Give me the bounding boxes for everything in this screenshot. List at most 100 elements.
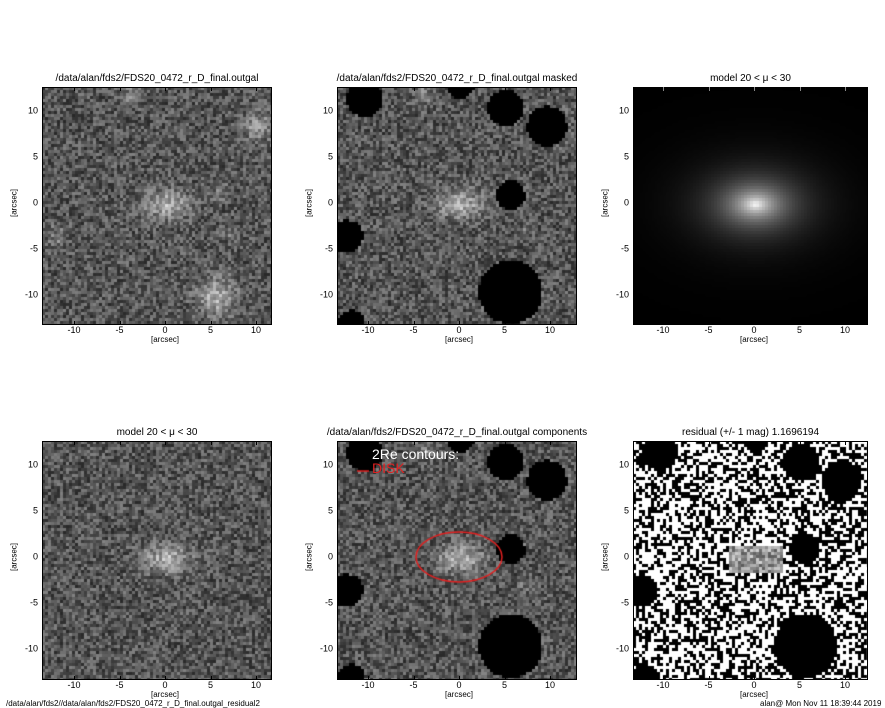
x-tick-label: 10 [544, 680, 556, 690]
y-tick-label: -10 [615, 289, 629, 300]
panel-image [633, 87, 868, 325]
x-tick-label: -10 [656, 680, 670, 690]
x-tick-mark [210, 441, 212, 445]
y-tick-label: -5 [29, 243, 38, 254]
panel-title: /data/alan/fds2/FDS20_0472_r_D_final.out… [55, 73, 259, 84]
x-tick-mark [165, 676, 166, 680]
panel-1 [42, 87, 272, 325]
panel-frame [633, 87, 868, 325]
x-tick-label: 5 [501, 680, 508, 690]
y-axis-label: [arcsec] [600, 542, 610, 572]
panel-title: model 20 < μ < 30 [116, 427, 198, 438]
x-tick-mark [413, 676, 415, 680]
y-tick-label: 5 [32, 505, 38, 516]
x-tick-label: -10 [361, 680, 375, 690]
x-tick-mark [845, 321, 846, 325]
panel-6 [633, 441, 868, 680]
x-tick-label: -10 [67, 680, 81, 690]
x-tick-mark [119, 441, 121, 445]
y-tick-label: -5 [324, 243, 333, 254]
panel-3 [633, 87, 868, 325]
x-tick-mark [799, 87, 801, 91]
x-tick-mark [754, 321, 755, 325]
x-tick-label: 5 [796, 325, 803, 335]
y-tick-label: -10 [615, 643, 629, 654]
y-tick-label: -5 [620, 243, 629, 254]
x-tick-mark [708, 676, 710, 680]
x-tick-mark [210, 676, 212, 680]
panel-5 [337, 441, 577, 680]
x-tick-label: 0 [456, 680, 462, 690]
x-tick-mark [256, 441, 257, 445]
x-tick-mark [210, 321, 212, 325]
x-tick-label: 5 [207, 680, 214, 690]
panel-image [337, 87, 577, 325]
x-tick-label: 5 [796, 680, 803, 690]
x-axis-label: [arcsec] [444, 690, 474, 699]
y-tick-label: 10 [322, 459, 333, 470]
y-tick-label: 5 [623, 505, 629, 516]
panel-title: residual (+/- 1 mag) 1.1696194 [681, 427, 820, 438]
x-tick-mark [459, 321, 460, 325]
x-tick-mark [459, 87, 460, 91]
x-tick-mark [413, 441, 415, 445]
x-tick-label: -5 [704, 325, 713, 335]
x-tick-mark [368, 87, 369, 91]
y-tick-label: 0 [623, 551, 629, 562]
x-tick-mark [368, 321, 369, 325]
x-tick-label: -10 [67, 325, 81, 335]
x-tick-mark [504, 441, 506, 445]
y-tick-label: 0 [32, 551, 38, 562]
panel-frame [337, 441, 577, 680]
y-tick-label: 5 [327, 151, 333, 162]
x-tick-mark [799, 321, 801, 325]
x-axis-label: [arcsec] [150, 335, 180, 344]
panel-title: /data/alan/fds2/FDS20_0472_r_D_final.out… [326, 427, 588, 438]
x-tick-mark [504, 87, 506, 91]
y-tick-label: -10 [319, 289, 333, 300]
y-tick-label: -10 [24, 289, 38, 300]
y-tick-label: 0 [623, 197, 629, 208]
y-tick-label: -10 [24, 643, 38, 654]
x-tick-label: 5 [207, 325, 214, 335]
y-axis-label: [arcsec] [9, 542, 19, 572]
x-tick-mark [368, 441, 369, 445]
x-tick-mark [754, 441, 755, 445]
x-tick-mark [165, 321, 166, 325]
y-tick-label: 0 [327, 197, 333, 208]
x-tick-mark [550, 441, 551, 445]
x-tick-label: 10 [250, 680, 262, 690]
x-tick-label: 10 [839, 325, 851, 335]
x-tick-mark [663, 87, 664, 91]
y-tick-label: 10 [27, 459, 38, 470]
y-tick-label: 10 [618, 459, 629, 470]
x-tick-mark [708, 321, 710, 325]
x-tick-mark [799, 676, 801, 680]
x-tick-label: -5 [409, 325, 418, 335]
x-axis-label: [arcsec] [739, 690, 769, 699]
x-tick-mark [74, 676, 75, 680]
x-tick-label: 0 [162, 325, 168, 335]
x-tick-label: 5 [501, 325, 508, 335]
x-tick-label: -10 [361, 325, 375, 335]
x-tick-mark [74, 87, 75, 91]
x-tick-label: -5 [409, 680, 418, 690]
x-tick-mark [413, 87, 415, 91]
panel-image [42, 87, 272, 325]
x-tick-mark [754, 676, 755, 680]
x-tick-mark [165, 87, 166, 91]
x-tick-label: -5 [115, 325, 124, 335]
x-tick-mark [799, 441, 801, 445]
x-tick-mark [754, 87, 755, 91]
x-tick-mark [119, 321, 121, 325]
x-tick-mark [74, 321, 75, 325]
x-tick-mark [256, 321, 257, 325]
y-tick-label: 10 [27, 105, 38, 116]
x-tick-mark [119, 676, 121, 680]
x-tick-mark [550, 676, 551, 680]
y-axis-label: [arcsec] [9, 188, 19, 218]
panel-frame [42, 87, 272, 325]
panel-frame [42, 441, 272, 680]
x-tick-label: 0 [751, 325, 757, 335]
